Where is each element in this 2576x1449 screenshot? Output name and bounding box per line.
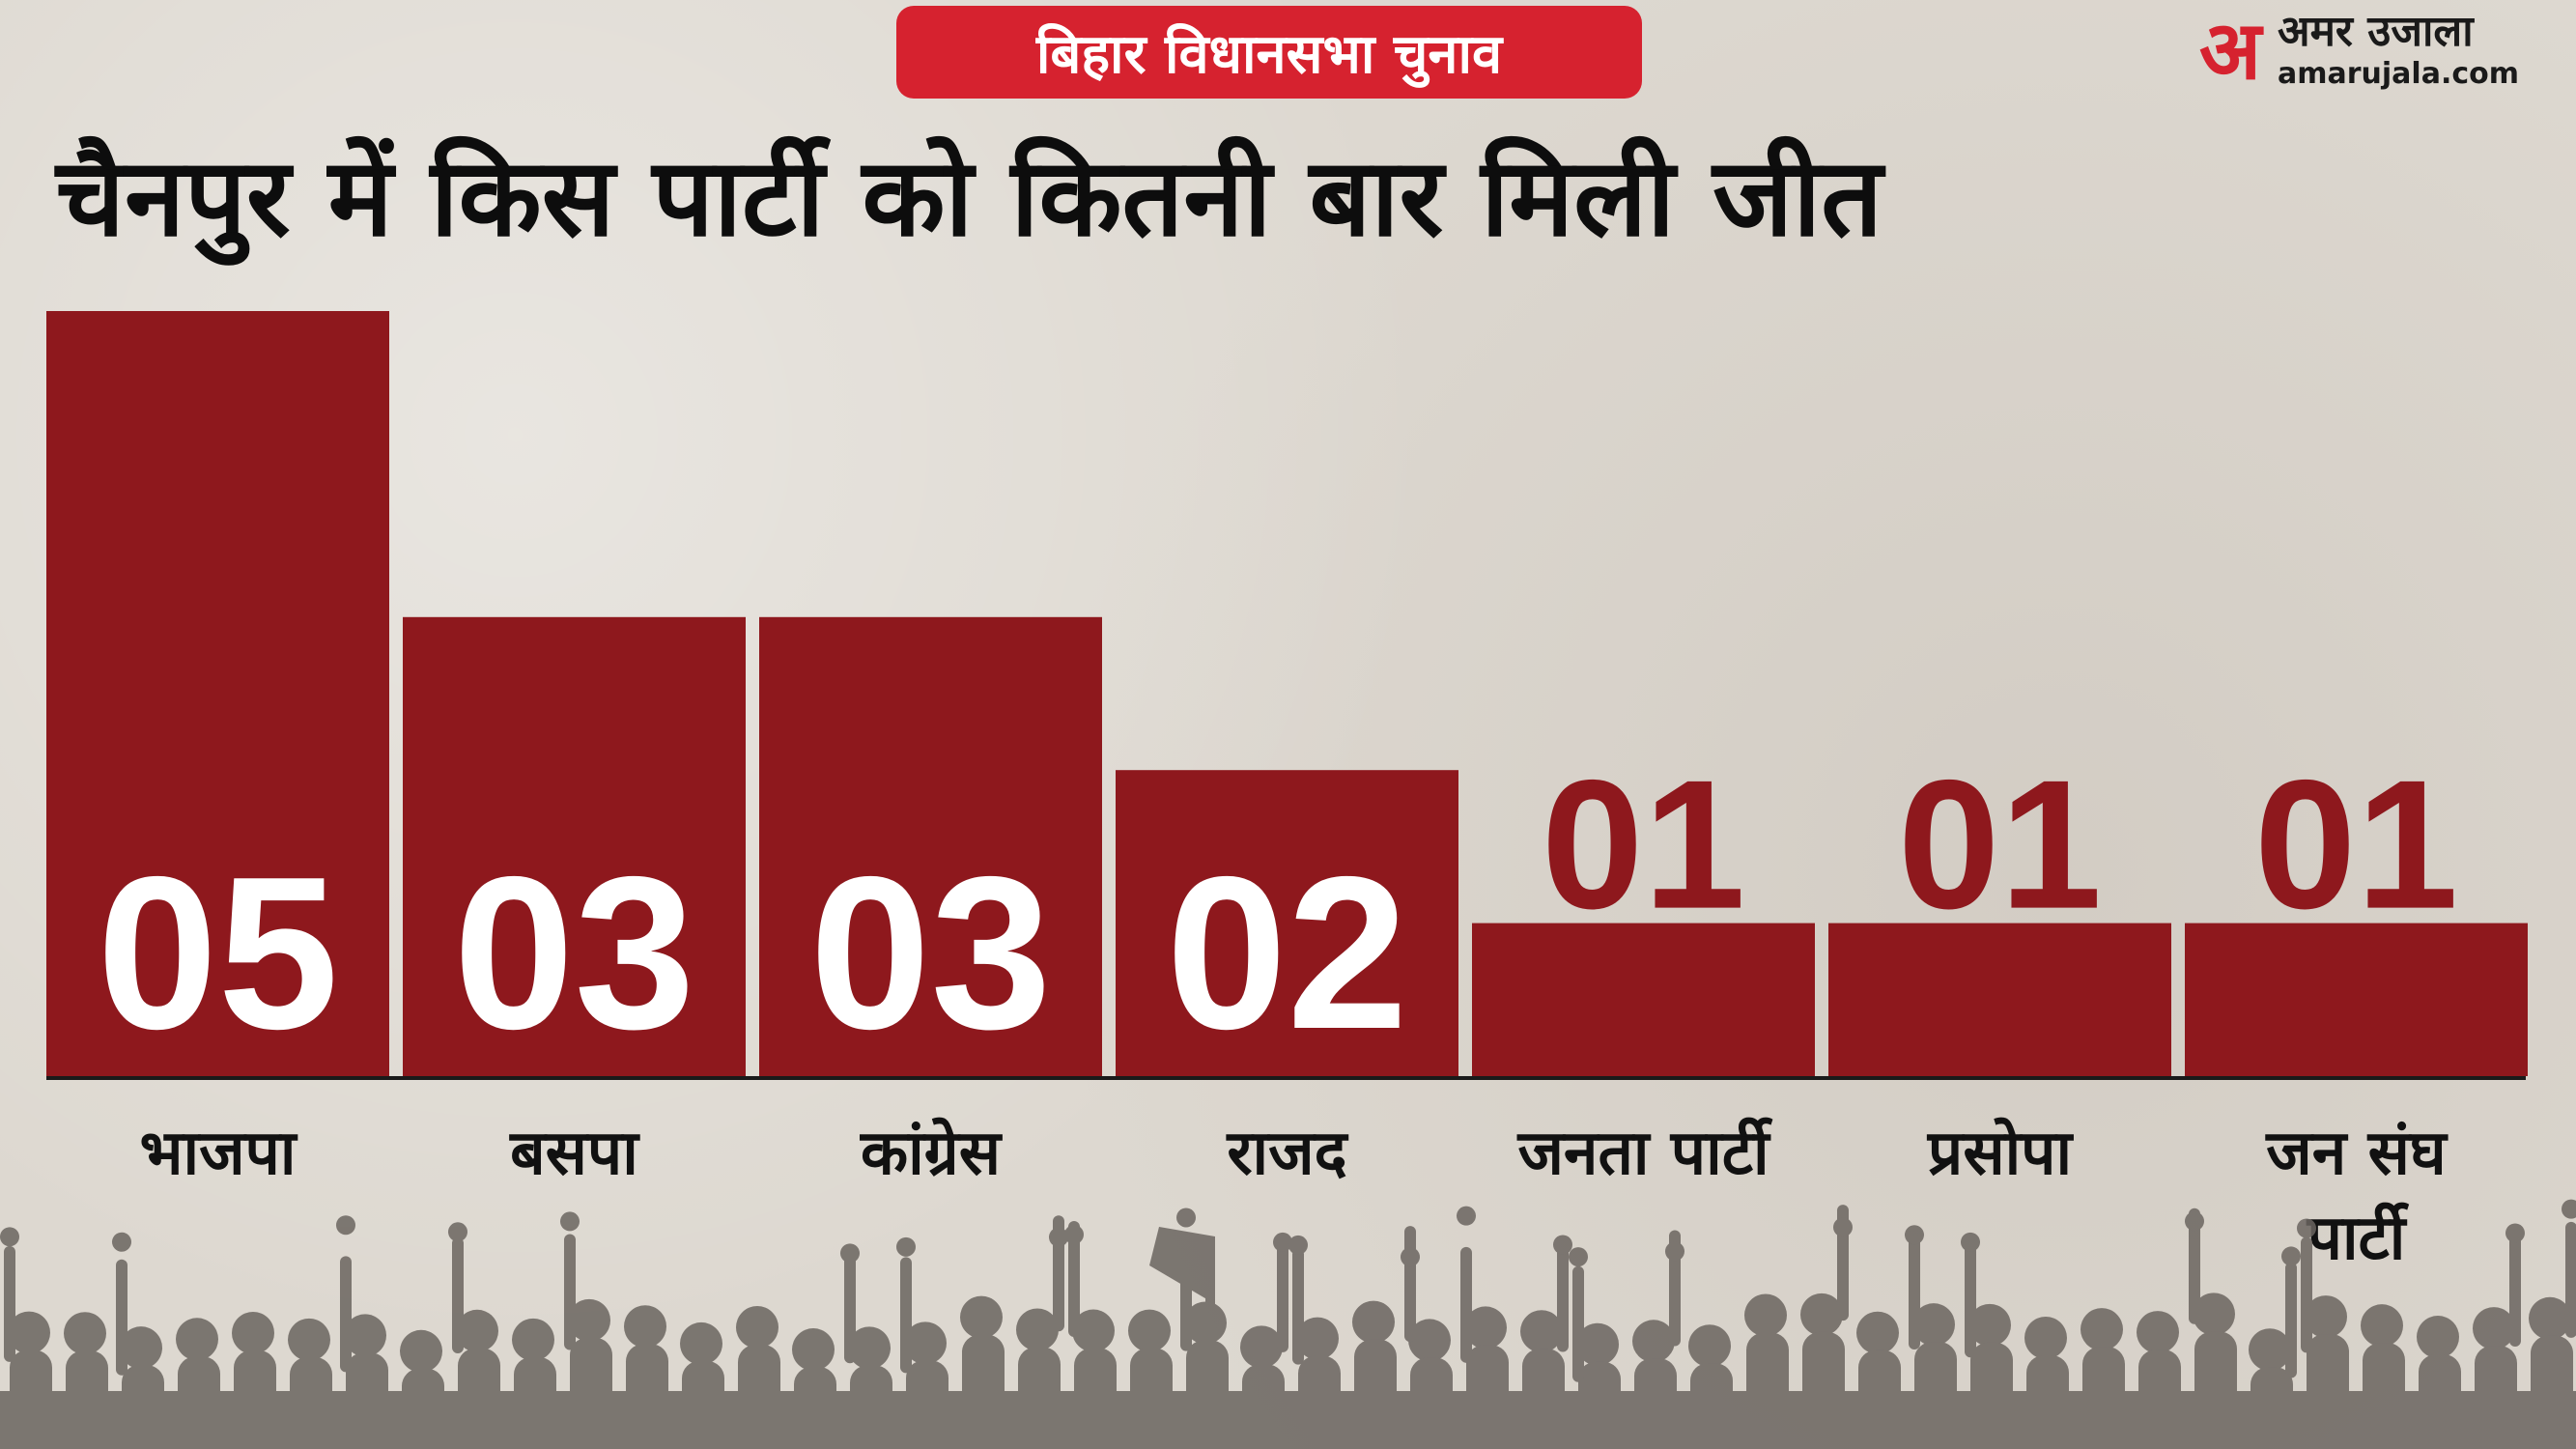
category-label: राजद: [1226, 1118, 1348, 1189]
bar-value-label: 01: [2254, 743, 2458, 948]
bar: [1828, 923, 2171, 1076]
bar: [2185, 923, 2528, 1076]
category-label: कांग्रेस: [860, 1117, 1004, 1189]
election-tag: बिहार विधानसभा चुनाव: [896, 6, 1642, 99]
category-label: जन संघ: [2265, 1118, 2449, 1189]
category-label: भाजपा: [140, 1118, 298, 1189]
bar: [46, 311, 389, 1076]
chart-title: चैनपुर में किस पार्टी को कितनी बार मिली …: [56, 135, 1883, 261]
bar: [403, 616, 746, 1076]
logo-mark: अ: [2198, 3, 2262, 98]
bar-value-label: 02: [1166, 831, 1407, 1074]
bar: [1116, 770, 1458, 1076]
amarujala-logo: अ अमर उजाला amarujala.com: [2193, 8, 2569, 95]
bar-value-label: 01: [1898, 743, 2102, 948]
category-label: प्रसोपा: [1927, 1117, 2075, 1189]
bar-value-label: 03: [809, 831, 1051, 1074]
category-label: पार्टी: [2307, 1202, 2410, 1274]
bar-value-label: 03: [453, 831, 694, 1074]
category-label: जनता पार्टी: [1516, 1117, 1773, 1189]
crowd-silhouette-icon: [0, 1199, 2576, 1449]
category-label: बसपा: [509, 1118, 640, 1189]
bar: [1472, 923, 1815, 1076]
bar: [759, 616, 1102, 1076]
bar-value-label: 01: [1542, 743, 1745, 948]
logo-name: अमर उजाला: [2278, 7, 2474, 56]
bar-value-label: 05: [97, 831, 338, 1074]
logo-url: amarujala.com: [2278, 57, 2520, 91]
